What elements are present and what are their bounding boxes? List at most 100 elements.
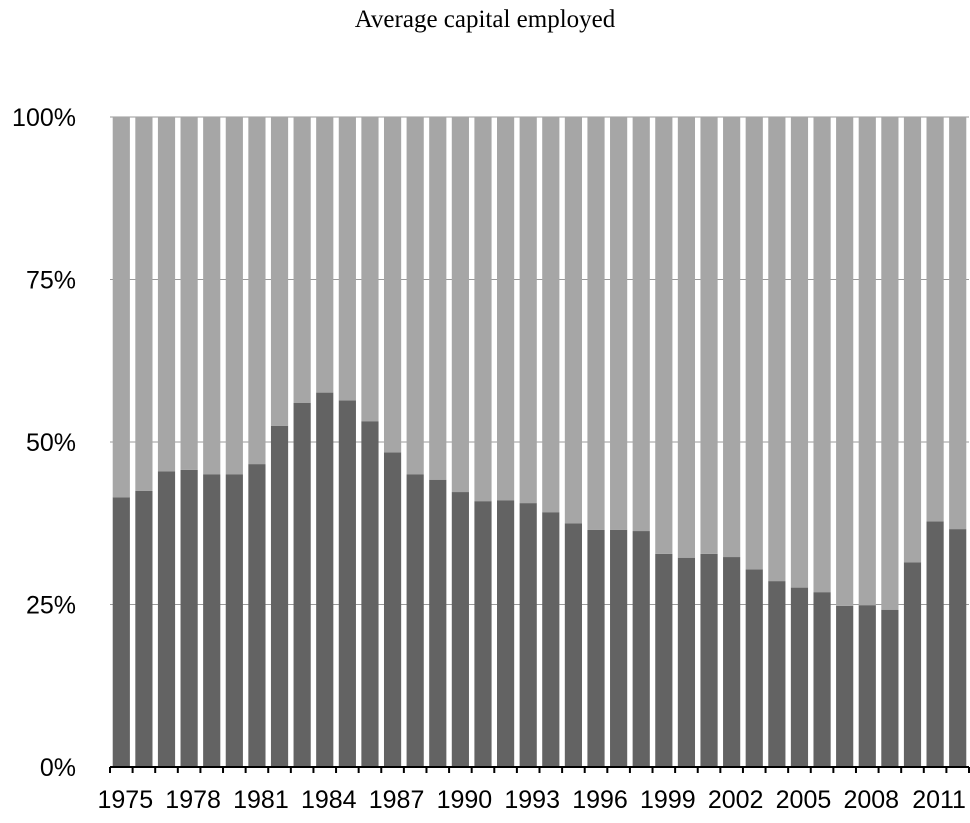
y-tick-label: 25% [26,592,76,620]
bar-segment-lower-1982 [270,425,289,767]
bar-segment-lower-1978 [180,469,198,767]
bar-segment-upper-2009 [881,117,899,610]
bar-segment-lower-2000 [677,557,696,767]
bar-segment-lower-2008 [858,605,876,767]
bar-segment-lower-1979 [203,474,221,767]
bar-segment-upper-2012 [949,117,967,530]
bar-segment-upper-1981 [248,117,266,465]
bar-segment-upper-1996 [587,117,605,530]
y-tick-label: 50% [26,429,76,457]
x-tick-label: 1996 [572,786,628,814]
bar-segment-lower-2006 [813,592,831,767]
bar-segment-upper-1978 [180,117,198,470]
bar-segment-upper-1975 [112,117,130,498]
bar-segment-lower-1985 [338,400,356,767]
bar-segment-upper-2008 [858,117,876,606]
y-axis-labels: 0% 25% 50% 75% 100% [12,104,76,782]
bar-segment-upper-2001 [700,117,718,554]
bar-segment-upper-1994 [542,117,560,513]
bar-segment-upper-2010 [903,117,922,563]
x-tick-label: 1993 [504,786,560,814]
axes [109,766,970,773]
bar-segment-upper-2002 [723,117,741,558]
bar-segment-lower-2002 [723,557,741,767]
bar-segment-upper-1985 [338,117,356,401]
bar-segment-lower-1991 [474,501,492,767]
bar-segment-upper-1992 [497,117,515,501]
bar-segment-upper-1988 [406,117,424,475]
bar-segment-lower-1999 [655,553,673,767]
bar-segment-lower-2001 [700,553,718,767]
bar-segment-lower-2007 [836,605,854,767]
chart-title: Average capital employed [354,6,616,33]
bar-segment-upper-1990 [451,117,469,493]
bars [112,117,967,767]
bar-segment-lower-2004 [768,581,786,767]
x-tick-label: 1975 [97,786,153,814]
bar-segment-lower-1993 [519,503,537,767]
bar-segment-upper-1989 [429,117,447,480]
bar-segment-upper-2003 [745,117,763,570]
bar-segment-upper-1984 [316,117,334,393]
x-axis-labels: 1975 1978 1981 1984 1987 1990 1993 1996 1999 2002… [97,786,965,814]
bar-segment-lower-1995 [564,523,582,767]
bar-segment-upper-1986 [361,117,379,422]
bar-segment-upper-1991 [474,117,492,502]
bar-segment-upper-1995 [564,117,582,524]
bar-segment-lower-2005 [790,587,809,767]
bar-segment-upper-2004 [768,117,786,582]
bar-segment-upper-2005 [790,117,809,588]
bar-segment-lower-2010 [903,562,922,767]
bar-segment-lower-1989 [429,479,447,767]
x-tick-label: 2008 [843,786,899,814]
bar-segment-lower-2012 [949,529,967,767]
bar-segment-upper-1976 [135,117,153,491]
bar-segment-lower-1980 [225,474,243,767]
x-tick-label: 2005 [776,786,832,814]
bar-segment-lower-1981 [248,464,266,767]
bar-segment-upper-1977 [157,117,176,472]
bar-segment-upper-1983 [293,117,311,403]
bar-segment-upper-2000 [677,117,696,558]
bar-segment-lower-1975 [112,497,130,767]
x-tick-label: 1978 [165,786,221,814]
bar-segment-lower-1983 [293,403,311,767]
bar-segment-upper-1993 [519,117,537,504]
x-tick-label: 1984 [301,786,357,814]
bar-segment-upper-2006 [813,117,831,593]
bar-segment-upper-1998 [632,117,650,532]
bar-segment-lower-1986 [361,421,379,767]
bar-segment-upper-1982 [270,117,289,426]
bar-segment-lower-1988 [406,474,424,767]
bar-segment-lower-1976 [135,490,153,767]
x-tick-label: 1990 [437,786,493,814]
bar-segment-lower-1996 [587,529,605,767]
bar-segment-lower-2003 [745,569,763,767]
bar-segment-lower-1992 [497,500,515,767]
bar-segment-lower-1997 [610,529,628,767]
bar-segment-upper-1987 [383,117,402,453]
x-tick-label: 1999 [640,786,696,814]
bar-segment-lower-1998 [632,531,650,767]
bar-segment-upper-1999 [655,117,673,554]
bar-segment-lower-1987 [383,452,402,767]
bar-segment-lower-1977 [157,471,176,767]
bar-segment-upper-1980 [225,117,243,475]
x-tick-label: 1987 [369,786,425,814]
bar-segment-upper-1997 [610,117,628,530]
bar-segment-upper-2011 [926,117,944,522]
bar-segment-lower-2009 [881,609,899,767]
x-tick-label: 2011 [912,786,966,814]
x-tick-label: 1981 [233,786,289,814]
bar-segment-lower-1984 [316,392,334,767]
x-tick-label: 2002 [708,786,764,814]
bar-segment-upper-2007 [836,117,854,606]
y-tick-label: 0% [40,754,76,782]
bar-segment-lower-2011 [926,521,944,767]
y-tick-label: 100% [12,104,76,132]
bar-segment-upper-1979 [203,117,221,475]
bar-segment-lower-1994 [542,512,560,767]
y-tick-label: 75% [26,267,76,295]
bar-segment-lower-1990 [451,492,469,767]
